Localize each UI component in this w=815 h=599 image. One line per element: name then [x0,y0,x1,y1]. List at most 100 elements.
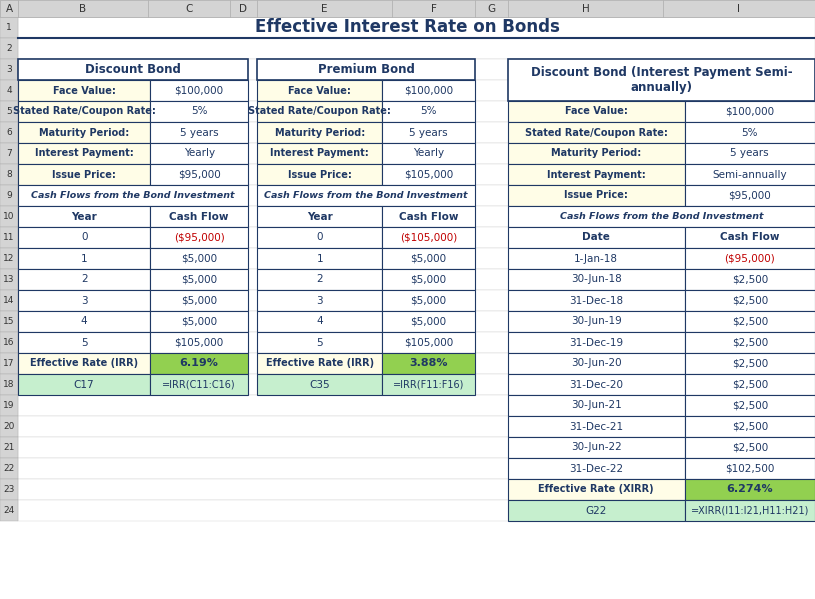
Text: Issue Price:: Issue Price: [288,170,351,180]
Text: 3.88%: 3.88% [409,358,448,368]
Bar [18,227,815,248]
Bar [150,248,248,269]
Bar [18,311,150,332]
Text: 30-Jun-22: 30-Jun-22 [570,443,622,452]
Text: Face Value:: Face Value: [565,107,628,116]
Text: 4: 4 [316,316,323,326]
Text: $2,500: $2,500 [732,401,768,410]
Text: Face Value:: Face Value: [53,86,116,95]
Text: $105,000: $105,000 [404,170,453,180]
Text: 1: 1 [81,253,87,264]
Text: $5,000: $5,000 [181,253,217,264]
Text: G22: G22 [585,506,607,516]
Text: Stated Rate/Coupon Rate:: Stated Rate/Coupon Rate: [13,107,156,116]
Bar [18,290,150,311]
Bar [0,0,18,17]
Text: Cash Flows from the Bond Investment: Cash Flows from the Bond Investment [31,191,235,200]
Bar [18,458,815,479]
Bar [257,164,382,185]
Text: Premium Bond: Premium Bond [318,63,415,76]
Text: G: G [487,4,496,14]
Bar [150,332,248,353]
Bar [382,332,475,353]
Bar [18,59,815,80]
Bar [382,122,475,143]
Bar [0,395,18,416]
Bar [150,311,248,332]
Bar [663,0,815,17]
Bar [257,290,382,311]
Bar [475,0,508,17]
Text: $5,000: $5,000 [181,295,217,305]
Bar [508,164,685,185]
Bar [508,248,685,269]
Text: Stated Rate/Coupon Rate:: Stated Rate/Coupon Rate: [249,107,391,116]
Bar [685,332,815,353]
Text: H: H [582,4,589,14]
Bar [685,353,815,374]
Bar [382,248,475,269]
Text: I: I [738,4,741,14]
Text: Cash Flow: Cash Flow [720,232,779,243]
Bar [508,353,685,374]
Text: Yearly: Yearly [183,149,214,159]
Bar [230,0,257,17]
Bar [18,248,150,269]
Bar [18,59,248,80]
Bar [18,185,248,206]
Bar [0,248,18,269]
Bar [685,101,815,122]
Bar [382,164,475,185]
Text: $2,500: $2,500 [732,358,768,368]
Text: $105,000: $105,000 [404,337,453,347]
Bar [685,479,815,500]
Text: Effective Rate (XIRR): Effective Rate (XIRR) [539,485,654,495]
Bar [382,101,475,122]
Text: $100,000: $100,000 [725,107,774,116]
Bar [0,0,18,17]
Bar [18,38,815,59]
Text: ($95,000): ($95,000) [725,253,775,264]
Bar [18,269,815,290]
Bar [18,143,150,164]
Bar [508,269,685,290]
Text: 17: 17 [3,359,15,368]
Text: ($95,000): ($95,000) [174,232,224,243]
Bar [508,458,685,479]
Text: Maturity Period:: Maturity Period: [39,128,130,138]
Bar [0,458,18,479]
Bar [508,416,685,437]
Text: Stated Rate/Coupon Rate:: Stated Rate/Coupon Rate: [525,128,667,138]
Bar [150,122,248,143]
Bar [18,101,150,122]
Text: 1: 1 [7,23,12,32]
Text: F: F [430,4,437,14]
Bar [685,248,815,269]
Text: Issue Price:: Issue Price: [564,190,628,201]
Text: Interest Payment:: Interest Payment: [271,149,369,159]
Text: Cash Flows from the Bond Investment: Cash Flows from the Bond Investment [264,191,468,200]
Bar [257,0,392,17]
Text: Face Value:: Face Value: [289,86,351,95]
Bar [382,269,475,290]
Bar [18,164,815,185]
Bar [0,437,18,458]
Text: 10: 10 [3,212,15,221]
Bar [18,500,815,521]
Bar [18,80,815,101]
Bar [685,500,815,521]
Bar [257,353,382,374]
Text: 5 years: 5 years [730,149,769,159]
Bar [18,17,815,38]
Text: 5: 5 [81,337,87,347]
Bar [382,353,475,374]
Bar [257,332,382,353]
Bar [150,227,248,248]
Text: $102,500: $102,500 [725,464,774,473]
Text: 1-Jan-18: 1-Jan-18 [575,253,619,264]
Text: $2,500: $2,500 [732,380,768,389]
Bar [0,416,18,437]
Bar [150,80,248,101]
Text: Yearly: Yearly [413,149,444,159]
Text: $95,000: $95,000 [729,190,771,201]
